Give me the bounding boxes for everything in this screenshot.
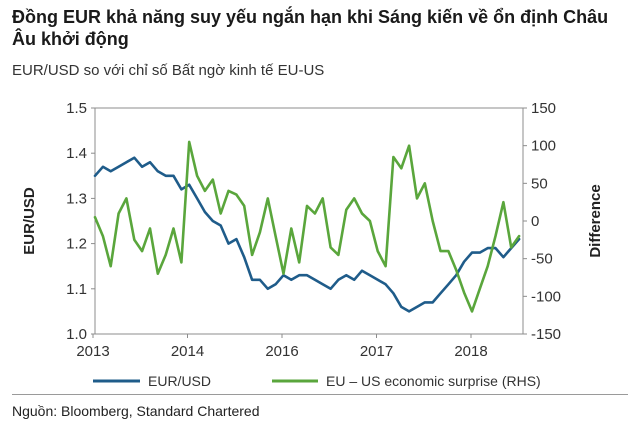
left-axis-label: EUR/USD — [21, 187, 38, 255]
legend-label: EU – US economic surprise (RHS) — [326, 373, 541, 389]
source-divider — [12, 394, 628, 395]
left-tick-label: 1.0 — [66, 326, 87, 343]
chart-legend: EUR/USD EU – US economic surprise (RHS) — [93, 373, 541, 389]
left-tick-label: 1.5 — [66, 100, 87, 117]
series-line-surprise — [93, 140, 521, 313]
right-tick-label: -150 — [531, 326, 561, 343]
x-tick-label: 2014 — [171, 343, 204, 360]
chart-axes: 1.5 1.4 1.3 1.2 1.1 1.0 150 100 50 0 -50 -100 -150 20… — [21, 100, 604, 360]
chart-title: Đồng EUR khả năng suy yếu ngắn hạn khi S… — [12, 7, 609, 49]
x-tick-label: 2018 — [454, 343, 487, 360]
right-tick-label: -100 — [531, 288, 561, 305]
x-tick-label: 2016 — [265, 343, 298, 360]
right-axis-label: Difference — [587, 184, 604, 257]
left-tick-label: 1.4 — [66, 145, 87, 162]
chart-subtitle: EUR/USD so với chỉ số Bất ngờ kinh tế EU… — [12, 62, 325, 79]
right-tick-label: 150 — [531, 100, 556, 117]
chart-lines — [93, 140, 521, 313]
plot-frame — [94, 107, 524, 335]
right-tick-label: 100 — [531, 138, 556, 155]
source-note: Nguồn: Bloomberg, Standard Chartered — [12, 403, 260, 419]
x-tick-label: 2013 — [76, 343, 109, 360]
right-tick-label: 0 — [531, 213, 539, 230]
right-tick-label: -50 — [531, 251, 553, 268]
right-tick-label: 50 — [531, 175, 548, 192]
legend-label: EUR/USD — [148, 373, 211, 389]
chart: 1.5 1.4 1.3 1.2 1.1 1.0 150 100 50 0 -50 -100 -150 20… — [21, 100, 604, 389]
series-line-eurusd — [93, 156, 521, 313]
left-tick-label: 1.2 — [66, 236, 87, 253]
left-tick-label: 1.3 — [66, 190, 87, 207]
left-tick-label: 1.1 — [66, 281, 87, 298]
x-tick-label: 2017 — [360, 343, 393, 360]
